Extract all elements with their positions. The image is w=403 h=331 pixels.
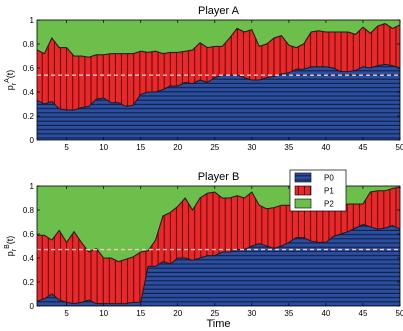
panel-player-b: Player B 5 10 15 20 25 30 35 40 45 50 0 0.2 0.4 0.6 0.… <box>4 169 403 330</box>
y-tick-label: 0 <box>30 302 35 311</box>
x-tick-label: 5 <box>64 309 69 318</box>
legend-label-p1: P1 <box>324 187 334 196</box>
legend: P0 P1 P2 <box>289 169 347 212</box>
boundary-line-p0 <box>37 63 400 111</box>
x-tick-label: 50 <box>396 143 403 152</box>
axis-ticks: 5 10 15 20 25 30 35 40 45 50 0 0.2 0.4 0.6 0.8 1 <box>23 16 403 152</box>
y-tick-label: 0.8 <box>23 206 35 215</box>
y-tick-label: 0.2 <box>23 112 35 121</box>
y-tick-label: 1 <box>30 182 35 191</box>
x-tick-label: 20 <box>173 143 182 152</box>
y-tick-label: 0.4 <box>23 88 35 97</box>
y-tick-label: 0.4 <box>23 254 35 263</box>
area-series-p1 <box>37 187 400 304</box>
x-tick-label: 20 <box>173 309 182 318</box>
panel-player-a: Player A 5 10 15 20 25 30 35 40 45 50 0 0.2 0.4 0.6 0.… <box>4 5 403 152</box>
y-axis-label: prA(t) <box>4 70 18 91</box>
x-tick-label: 25 <box>210 309 219 318</box>
legend-swatch-p0 <box>294 172 312 183</box>
plot-area <box>37 186 400 306</box>
y-tick-label: 0.8 <box>23 40 35 49</box>
x-axis-label: Time <box>206 318 230 330</box>
panel-title: Player A <box>198 5 240 17</box>
x-tick-label: 45 <box>359 309 368 318</box>
y-tick-label: 0 <box>30 136 35 145</box>
x-tick-label: 5 <box>64 143 69 152</box>
axes-frame <box>36 19 401 141</box>
y-tick-label: 1 <box>30 16 35 25</box>
area-series-p0 <box>37 224 400 306</box>
legend-swatch-p2 <box>294 198 312 209</box>
legend-swatch-p1 <box>294 185 312 196</box>
x-tick-label: 10 <box>99 143 108 152</box>
legend-label-p0: P0 <box>324 174 334 183</box>
boundary-line-p0 <box>37 223 400 305</box>
area-series-p2 <box>37 20 400 58</box>
panel-title: Player B <box>198 171 240 183</box>
y-tick-label: 0.2 <box>23 278 35 287</box>
area-series-p2 <box>37 186 400 262</box>
area-series-p1 <box>37 23 400 111</box>
x-tick-label: 50 <box>396 309 403 318</box>
x-tick-label: 30 <box>247 143 256 152</box>
x-tick-label: 35 <box>284 143 293 152</box>
boundary-line-p1 <box>37 23 400 58</box>
x-tick-label: 35 <box>284 309 293 318</box>
x-tick-label: 25 <box>210 143 219 152</box>
x-tick-label: 40 <box>321 309 330 318</box>
y-tick-label: 0.6 <box>23 64 35 73</box>
axis-ticks: 5 10 15 20 25 30 35 40 45 50 0 0.2 0.4 0.6 0.8 1 <box>23 182 403 318</box>
x-tick-label: 10 <box>99 309 108 318</box>
area-series-p0 <box>37 64 400 140</box>
x-tick-label: 15 <box>136 143 145 152</box>
plot-area <box>37 20 400 140</box>
axes-frame <box>36 185 401 307</box>
x-tick-label: 15 <box>136 309 145 318</box>
x-tick-label: 45 <box>359 143 368 152</box>
x-tick-label: 30 <box>247 309 256 318</box>
x-tick-label: 40 <box>321 143 330 152</box>
y-axis-label: prB(t) <box>4 236 18 257</box>
legend-label-p2: P2 <box>324 200 334 209</box>
y-tick-label: 0.6 <box>23 230 35 239</box>
